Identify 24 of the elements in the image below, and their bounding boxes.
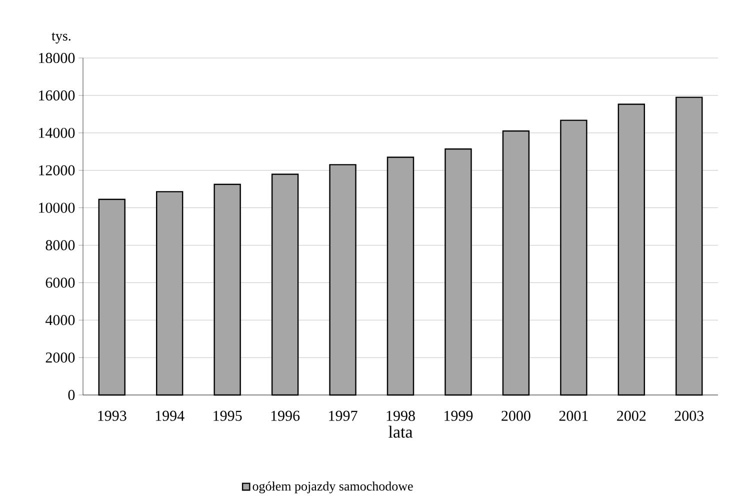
y-tick-label: 0: [68, 390, 75, 400]
y-tick-label: 6000: [46, 278, 75, 288]
y-tick-label: 18000: [39, 52, 75, 64]
x-tick-label: 1999: [444, 410, 473, 421]
x-tick-label: 1997: [329, 410, 358, 421]
y-tick-label: 14000: [39, 128, 75, 138]
y-tick-label: 8000: [46, 240, 75, 250]
x-tick-label: 1993: [98, 410, 126, 421]
x-tick-label: 2001: [559, 410, 588, 421]
x-tick-label: 1998: [386, 410, 415, 421]
x-tick-label: 1994: [156, 410, 184, 421]
y-axis-title: tys.: [52, 32, 70, 44]
x-axis-title: lata: [388, 426, 413, 438]
y-tick-label: 12000: [39, 165, 75, 176]
y-tick-label: 2000: [46, 352, 75, 363]
x-tick-label: 1995: [214, 410, 242, 421]
legend-label: ogółem pojazdy samochodowe: [252, 481, 413, 494]
x-tick-label: 1996: [271, 410, 300, 421]
y-tick-label: 4000: [46, 315, 75, 326]
y-tick-label: 10000: [39, 202, 75, 213]
y-tick-label: 16000: [39, 90, 75, 100]
x-tick-label: 2002: [617, 410, 646, 421]
x-tick-label: 2003: [674, 410, 704, 421]
x-tick-label: 2000: [502, 410, 530, 421]
